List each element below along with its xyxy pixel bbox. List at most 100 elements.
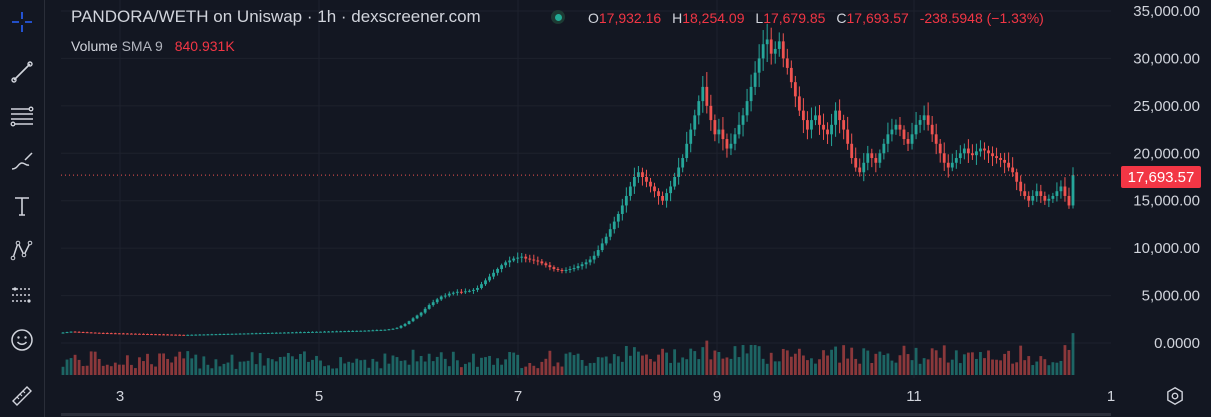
candle-body <box>830 124 833 135</box>
candle-body <box>419 312 423 316</box>
volume-bar <box>717 351 721 375</box>
candle-body <box>753 72 757 87</box>
candle-body <box>162 334 166 336</box>
volume-bar <box>61 366 65 375</box>
volume-bar <box>355 358 359 375</box>
candlestick-chart[interactable]: 0.0000 5,000.00 10,000.00 15,000.00 20,000.0… <box>45 0 1211 417</box>
volume-bar <box>415 361 419 375</box>
volume-bar <box>1063 345 1067 375</box>
candle-body <box>170 334 174 336</box>
volume-bar <box>801 355 805 375</box>
volume-bar <box>202 356 206 375</box>
candle-body <box>810 120 813 130</box>
candle-body <box>89 332 93 334</box>
volume-bar <box>379 368 383 375</box>
candle-body <box>383 329 387 331</box>
chart-area[interactable]: 0.0000 5,000.00 10,000.00 15,000.00 20,000.0… <box>45 0 1211 417</box>
candle-body <box>262 333 266 335</box>
volume-bar <box>669 362 673 375</box>
volume-bar <box>641 355 644 375</box>
volume-bar <box>983 358 986 375</box>
volume-bar <box>673 349 677 375</box>
candle-body <box>459 291 463 293</box>
volume-bar <box>572 355 576 375</box>
candle-body <box>854 158 858 168</box>
time-axis-label: 11 <box>906 388 922 405</box>
fib-retracement-icon[interactable] <box>4 98 40 134</box>
candle-body <box>528 258 532 260</box>
pattern-icon[interactable] <box>4 232 40 268</box>
candle-body <box>1055 191 1059 196</box>
settings-icon[interactable] <box>1161 382 1189 410</box>
candle-body <box>443 295 447 297</box>
candle-body <box>620 205 624 214</box>
candle-body <box>1059 186 1063 192</box>
volume-bar <box>447 366 451 375</box>
candle-body <box>222 333 226 335</box>
candle-body <box>850 143 854 159</box>
volume-bar <box>733 346 737 375</box>
candle-body <box>226 333 230 335</box>
volume-bar <box>890 360 894 375</box>
candle-body <box>1015 172 1019 182</box>
volume-bar <box>214 359 218 375</box>
candle-body <box>125 333 129 335</box>
volume-sma-label: SMA 9 <box>121 38 163 54</box>
candle-body <box>480 284 483 288</box>
candle-body <box>572 268 576 270</box>
candle-body <box>1047 198 1051 201</box>
text-icon[interactable] <box>4 188 40 224</box>
volume-bar <box>170 362 174 375</box>
volume-bar <box>596 357 600 375</box>
volume-bar <box>761 358 765 375</box>
volume-bar <box>282 356 286 375</box>
emoji-icon[interactable] <box>4 322 40 358</box>
volume-bar <box>922 358 926 375</box>
volume-bar <box>838 362 842 375</box>
crosshair-icon[interactable] <box>4 4 40 40</box>
volume-bar <box>842 345 846 375</box>
brush-icon[interactable] <box>4 143 40 179</box>
volume-bar <box>612 354 616 375</box>
volume-bar <box>488 355 491 375</box>
candle-body <box>109 333 113 335</box>
volume-bar <box>745 353 749 375</box>
candle-body <box>146 333 149 335</box>
volume-bar <box>230 354 234 375</box>
candle-body <box>411 318 415 322</box>
volume-bar <box>938 357 942 375</box>
candle-body <box>560 269 564 271</box>
candle-body <box>906 139 910 144</box>
volume-bar <box>105 364 109 375</box>
candle-body <box>806 120 809 130</box>
volume-bar <box>600 357 604 375</box>
volume-bar <box>999 360 1002 375</box>
ruler-icon[interactable] <box>4 378 40 414</box>
volume-bar <box>934 350 938 375</box>
trendline-icon[interactable] <box>4 54 40 90</box>
candle-body <box>761 44 765 59</box>
volume-bar <box>254 364 258 375</box>
forecast-icon[interactable] <box>4 277 40 313</box>
volume-bar <box>113 362 117 375</box>
volume-bar <box>918 363 922 375</box>
volume-bar <box>423 361 427 375</box>
candle-body <box>282 332 286 334</box>
price-axis-label: 0.0000 <box>1154 335 1200 352</box>
candle-body <box>954 158 958 163</box>
volume-bar <box>73 354 77 375</box>
candle-body <box>834 110 837 125</box>
candle-body <box>701 86 705 102</box>
candle-body <box>439 296 443 300</box>
volume-bar <box>886 353 890 375</box>
volume-bar <box>536 368 540 375</box>
horizontal-scrollbar[interactable] <box>61 413 1111 416</box>
candle-body <box>874 158 878 163</box>
volume-bar <box>741 345 745 375</box>
volume-bar <box>1019 345 1023 375</box>
volume-bar <box>520 368 524 375</box>
volume-bar <box>162 353 166 375</box>
volume-bar <box>142 361 145 375</box>
volume-bar <box>278 357 282 375</box>
candle-body <box>991 153 994 157</box>
